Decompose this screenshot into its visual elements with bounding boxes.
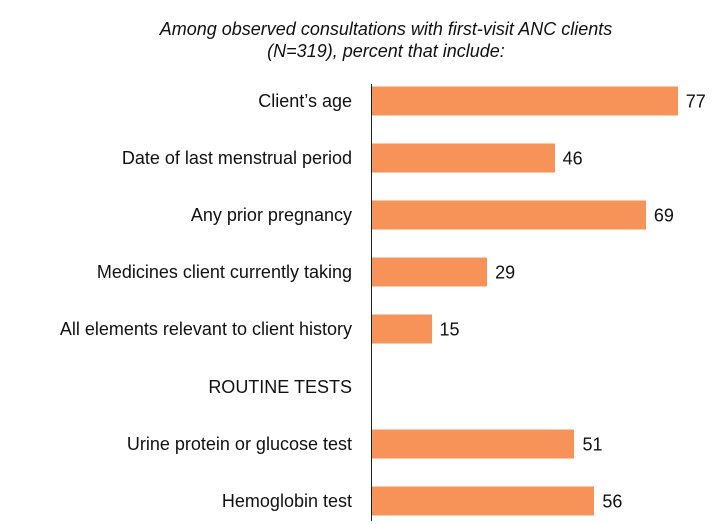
category-label: ROUTINE TESTS <box>208 376 352 397</box>
value-label: 15 <box>439 319 460 340</box>
bar <box>372 486 595 516</box>
value-label: 29 <box>495 262 516 283</box>
value-label: 51 <box>582 434 603 455</box>
bar <box>372 314 432 344</box>
bar <box>372 86 678 116</box>
value-label: 46 <box>562 148 583 169</box>
bar <box>372 200 646 230</box>
chart-title: (N=319), percent that include: <box>267 41 505 61</box>
category-label: Any prior pregnancy <box>190 205 352 226</box>
category-label: Date of last menstrual period <box>121 148 352 169</box>
category-label: Medicines client currently taking <box>96 262 352 283</box>
value-label: 77 <box>685 91 706 112</box>
bar <box>372 257 488 287</box>
bar <box>372 429 575 459</box>
chart-title: Among observed consultations with first-… <box>159 19 613 39</box>
value-label: 56 <box>602 491 623 512</box>
axis-line <box>371 84 372 521</box>
category-label: All elements relevant to client history <box>59 319 352 340</box>
category-label: Hemoglobin test <box>221 490 352 511</box>
value-label: 69 <box>653 205 674 226</box>
category-label: Client’s age <box>258 91 352 111</box>
category-label: Urine protein or glucose test <box>126 433 352 454</box>
bar <box>372 143 555 173</box>
